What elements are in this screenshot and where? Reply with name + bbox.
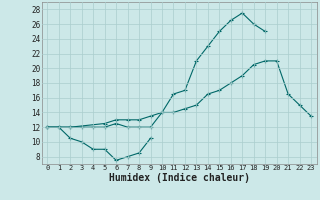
X-axis label: Humidex (Indice chaleur): Humidex (Indice chaleur) [109, 173, 250, 183]
